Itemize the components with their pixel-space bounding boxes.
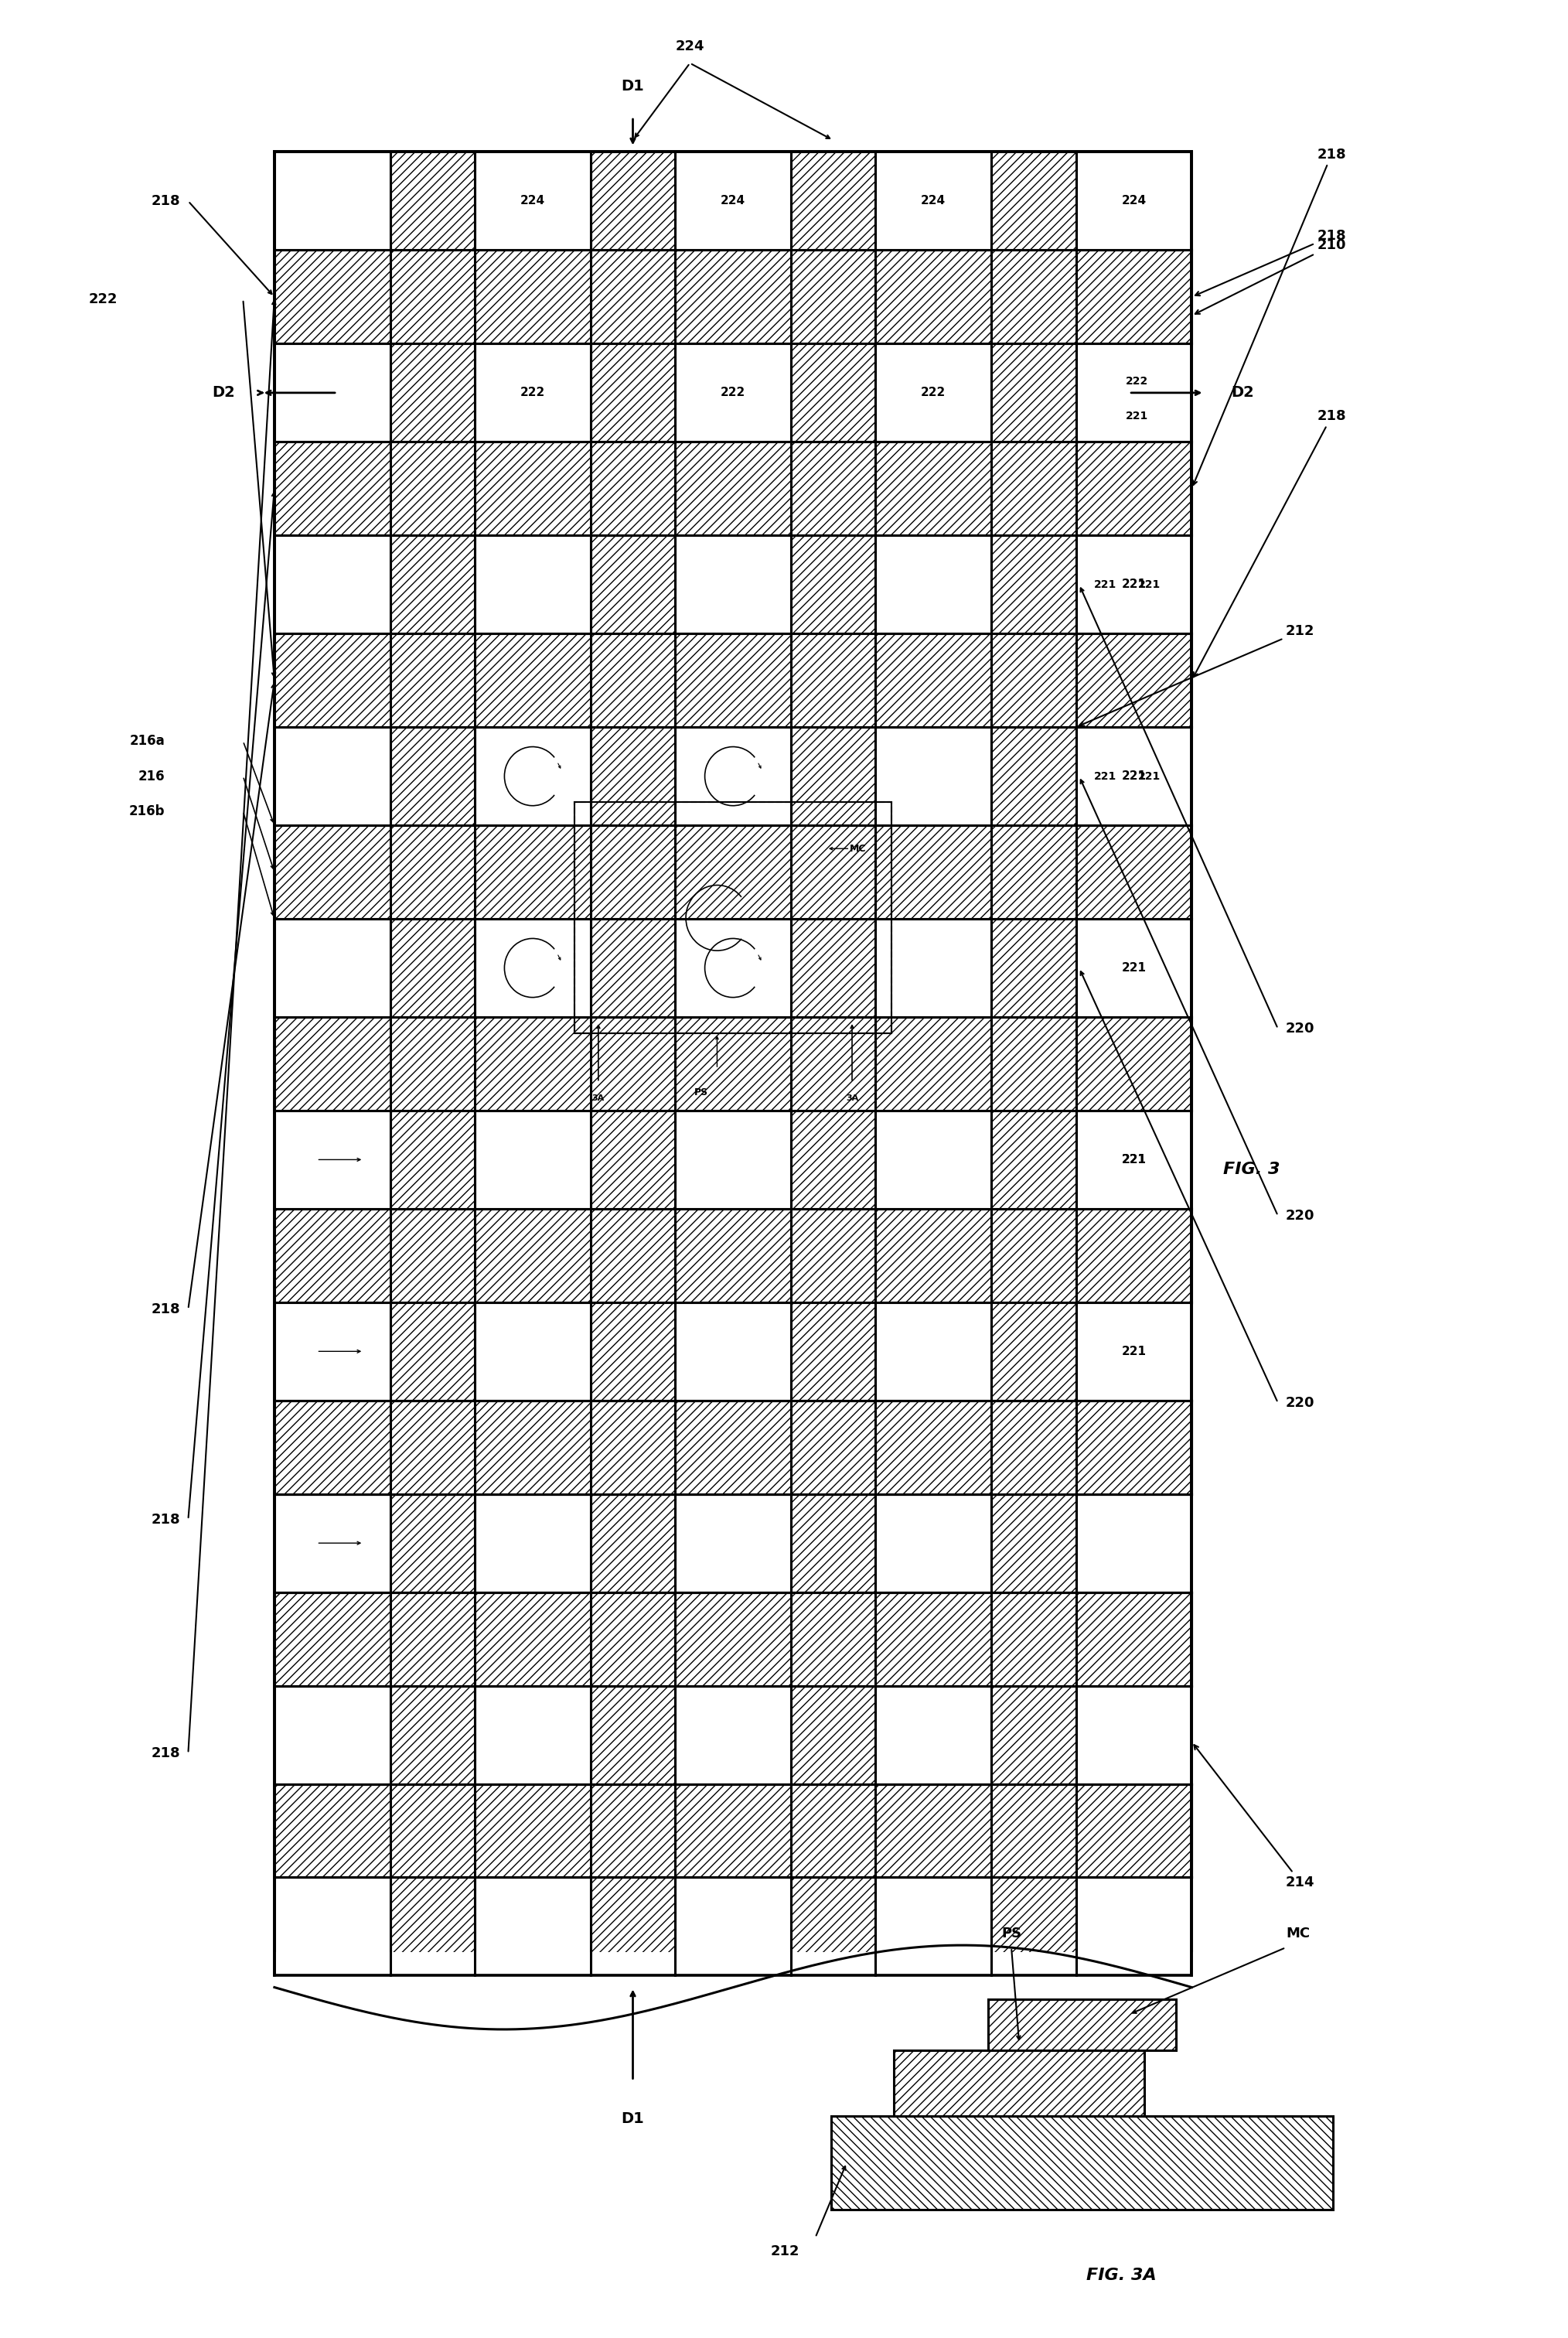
Text: 218: 218 [1193, 409, 1347, 678]
Text: D2: D2 [1231, 386, 1254, 400]
Bar [274, 1209, 1192, 1302]
Bar [274, 1592, 1192, 1686]
Text: FIG. 3A: FIG. 3A [1087, 2268, 1156, 2284]
Text: 224: 224 [1121, 196, 1146, 206]
Text: 222: 222 [89, 292, 118, 306]
Text: 218: 218 [151, 1513, 180, 1527]
Bar [274, 250, 1192, 344]
Text: D1: D1 [621, 2111, 644, 2125]
Text: 216a: 216a [129, 734, 165, 748]
Bar [259, 1952, 1207, 2069]
Text: MC: MC [1286, 1927, 1309, 1941]
Text: 220: 220 [1286, 1396, 1314, 1410]
Bar [274, 825, 1192, 919]
Bar [894, 2050, 1145, 2116]
Bar [274, 634, 1192, 727]
Text: 212: 212 [1080, 624, 1314, 725]
Bar [274, 1400, 1192, 1494]
Text: 221: 221 [1138, 580, 1160, 589]
Text: 221: 221 [1121, 1347, 1146, 1356]
Text: 220: 220 [1286, 1209, 1314, 1223]
Bar [274, 1784, 1192, 1877]
Bar [274, 152, 1192, 1976]
Text: 216b: 216b [129, 804, 165, 818]
Bar [988, 1999, 1176, 2050]
Text: 221: 221 [1138, 772, 1160, 781]
Text: FIG. 3: FIG. 3 [1223, 1162, 1279, 1176]
Bar [274, 1400, 1192, 1494]
Text: MC: MC [850, 844, 867, 853]
Text: 221: 221 [1121, 772, 1146, 781]
Text: 216: 216 [138, 769, 165, 783]
Text: 221: 221 [1121, 1155, 1146, 1164]
Bar [991, 152, 1076, 1976]
Text: 3A: 3A [593, 1094, 605, 1101]
Text: 221: 221 [1094, 772, 1116, 781]
Text: 222: 222 [920, 388, 946, 397]
Bar [575, 802, 891, 1033]
Bar [274, 152, 1192, 1976]
Text: 218: 218 [1193, 147, 1347, 484]
Text: 220: 220 [1286, 1022, 1314, 1036]
Text: 221: 221 [1126, 411, 1149, 421]
Text: 3A: 3A [845, 1094, 858, 1101]
Bar [575, 802, 891, 1033]
Text: D2: D2 [212, 386, 235, 400]
Bar [274, 1592, 1192, 1686]
Text: 214: 214 [1195, 1744, 1314, 1889]
Text: 224: 224 [676, 40, 704, 54]
Bar [591, 152, 676, 1976]
Text: 212: 212 [771, 2244, 800, 2259]
Text: 210: 210 [1195, 238, 1345, 313]
Text: 218: 218 [151, 1746, 180, 1761]
Text: 224: 224 [721, 196, 745, 206]
Bar [274, 1784, 1192, 1877]
Text: 224: 224 [920, 196, 946, 206]
Bar [274, 1017, 1192, 1111]
Bar [274, 442, 1192, 535]
Bar [790, 152, 875, 1976]
Text: 221: 221 [1121, 580, 1146, 589]
Text: D1: D1 [621, 79, 644, 94]
Text: 218: 218 [151, 1302, 180, 1316]
Text: PS: PS [1002, 1927, 1021, 1941]
Text: 218: 218 [1195, 229, 1347, 295]
Text: 222: 222 [721, 388, 745, 397]
Text: 218: 218 [151, 194, 180, 208]
Text: 221: 221 [1121, 1155, 1146, 1164]
Text: 222: 222 [521, 388, 546, 397]
Text: 221: 221 [1094, 580, 1116, 589]
Text: 221: 221 [1121, 963, 1146, 973]
Bar [831, 2116, 1333, 2209]
Bar [390, 152, 475, 1976]
Text: PS: PS [695, 1087, 709, 1097]
Text: 224: 224 [521, 196, 546, 206]
Text: 222: 222 [1126, 376, 1149, 386]
